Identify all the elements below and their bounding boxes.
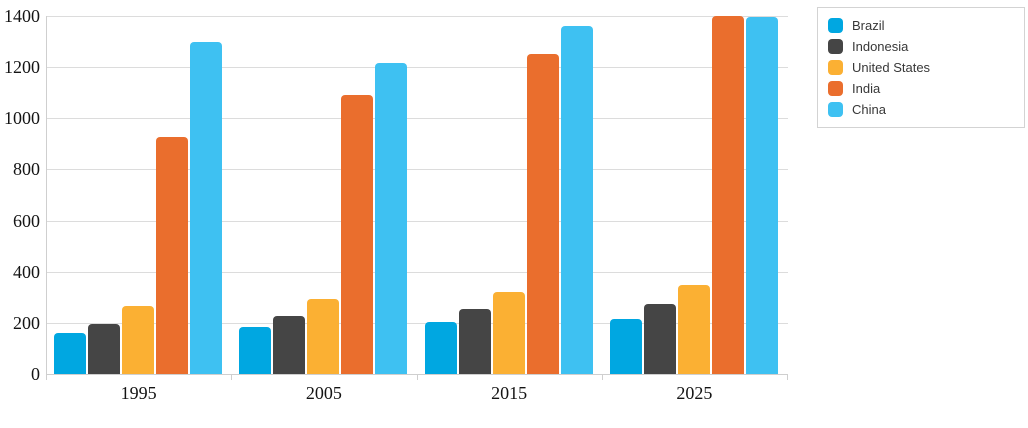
legend-label: United States	[852, 60, 931, 75]
legend-color-swatch-icon	[828, 60, 843, 75]
legend-label: China	[852, 102, 886, 117]
bar-indonesia-2005[interactable]	[273, 315, 306, 374]
y-axis-tick-label: 600	[13, 210, 40, 231]
bar-group-2005	[232, 16, 417, 374]
gridline-600	[47, 220, 788, 222]
bar-india-1995[interactable]	[156, 137, 188, 374]
legend-color-swatch-icon	[828, 81, 843, 96]
x-axis-tick	[46, 375, 47, 380]
bar-united-states-2015[interactable]	[492, 292, 525, 374]
x-axis-tick	[231, 375, 233, 380]
legend-label: India	[852, 81, 881, 96]
x-axis-tick	[416, 375, 418, 380]
y-axis-tick-label: 1400	[4, 6, 40, 26]
bar-brazil-1995[interactable]	[54, 333, 86, 374]
gridline-200	[47, 322, 788, 324]
legend-color-swatch-icon	[828, 39, 843, 54]
bar-united-states-2025[interactable]	[677, 284, 710, 374]
y-axis-tick-label: 1200	[4, 57, 40, 78]
bar-united-states-1995[interactable]	[122, 305, 154, 374]
x-axis-tick	[787, 375, 788, 380]
legend-item-indonesia[interactable]: Indonesia	[828, 36, 1014, 57]
bar-group-1995	[47, 16, 232, 374]
x-axis-tick	[601, 375, 603, 380]
bar-indonesia-2025[interactable]	[643, 303, 676, 374]
gridline-1400	[47, 16, 788, 17]
bar-brazil-2015[interactable]	[424, 321, 457, 374]
x-axis-category-label: 2025	[676, 383, 713, 403]
plot-area	[46, 16, 788, 375]
y-axis-tick-label: 200	[13, 312, 40, 333]
legend-color-swatch-icon	[828, 18, 843, 33]
y-axis-tick-label: 800	[13, 159, 40, 180]
x-axis-category-label: 2005	[305, 383, 342, 403]
legend-color-swatch-icon	[828, 102, 843, 117]
bar-china-1995[interactable]	[190, 41, 222, 374]
legend-item-brazil[interactable]: Brazil	[828, 15, 1014, 36]
bar-united-states-2005[interactable]	[307, 298, 340, 374]
bar-indonesia-2015[interactable]	[458, 308, 491, 374]
bar-group-2015	[418, 16, 603, 374]
bar-india-2005[interactable]	[341, 95, 374, 374]
bar-brazil-2005[interactable]	[239, 326, 272, 374]
legend-item-china[interactable]: China	[828, 99, 1014, 120]
y-axis-tick-label: 400	[13, 261, 40, 282]
legend-label: Brazil	[852, 18, 885, 33]
gridline-800	[47, 169, 788, 171]
gridline-1200	[47, 67, 788, 69]
y-axis-tick-label: 0	[31, 364, 40, 384]
legend-item-united-states[interactable]: United States	[828, 57, 1014, 78]
legend: Brazil Indonesia United States India China	[817, 7, 1025, 128]
bar-china-2005[interactable]	[375, 63, 408, 374]
bar-india-2015[interactable]	[526, 54, 559, 374]
bar-china-2015[interactable]	[560, 26, 593, 374]
x-axis-category-label: 2015	[491, 383, 528, 403]
bar-brazil-2025[interactable]	[609, 318, 642, 374]
y-axis-tick-label: 1000	[4, 108, 40, 129]
bar-india-2025[interactable]	[711, 16, 744, 374]
x-axis-category-label: 1995	[120, 383, 157, 403]
bar-group-2025	[603, 16, 788, 374]
legend-label: Indonesia	[852, 39, 909, 54]
gridline-400	[47, 271, 788, 273]
gridline-1000	[47, 118, 788, 120]
bar-china-2025[interactable]	[745, 17, 778, 374]
bar-indonesia-1995[interactable]	[88, 323, 120, 374]
legend-item-india[interactable]: India	[828, 78, 1014, 99]
